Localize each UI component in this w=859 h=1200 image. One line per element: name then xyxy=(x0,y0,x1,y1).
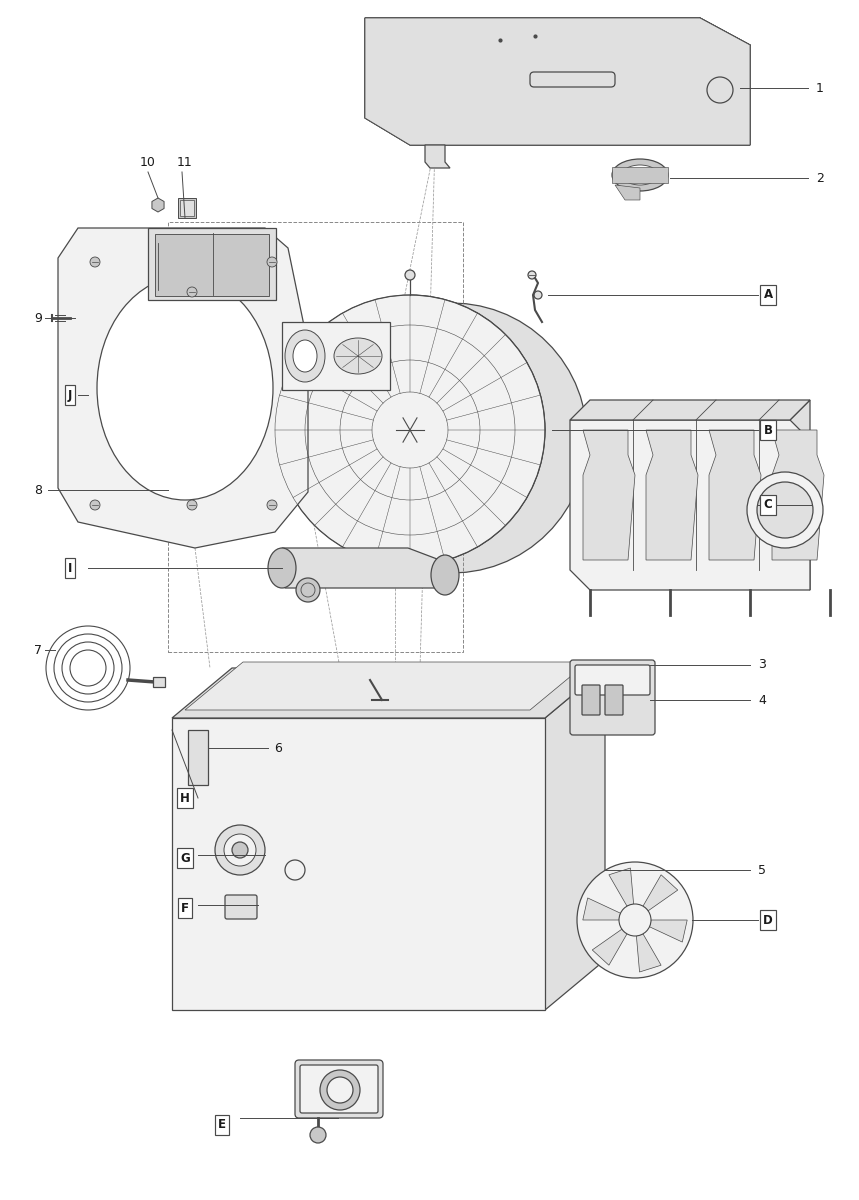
Text: 4: 4 xyxy=(758,694,766,707)
Circle shape xyxy=(267,257,277,266)
Ellipse shape xyxy=(334,338,382,374)
Polygon shape xyxy=(790,400,810,590)
Polygon shape xyxy=(772,430,824,560)
Text: C: C xyxy=(764,498,772,511)
FancyBboxPatch shape xyxy=(300,1066,378,1114)
FancyBboxPatch shape xyxy=(295,1060,383,1118)
Polygon shape xyxy=(185,662,588,710)
Circle shape xyxy=(757,482,813,538)
Polygon shape xyxy=(365,18,750,145)
Circle shape xyxy=(215,826,265,875)
Circle shape xyxy=(232,842,248,858)
Text: F: F xyxy=(181,901,189,914)
Polygon shape xyxy=(410,295,587,572)
Circle shape xyxy=(310,1127,326,1142)
Polygon shape xyxy=(58,228,308,548)
Polygon shape xyxy=(709,430,761,560)
Circle shape xyxy=(747,472,823,548)
Polygon shape xyxy=(570,420,810,590)
Text: 9: 9 xyxy=(34,312,42,324)
Ellipse shape xyxy=(612,158,668,191)
Circle shape xyxy=(320,1070,360,1110)
Circle shape xyxy=(577,862,693,978)
Bar xyxy=(153,677,165,686)
Text: E: E xyxy=(218,1118,226,1132)
Bar xyxy=(148,228,276,300)
Text: D: D xyxy=(763,913,773,926)
Polygon shape xyxy=(649,920,687,942)
Polygon shape xyxy=(609,868,634,906)
Bar xyxy=(188,730,208,785)
Ellipse shape xyxy=(622,164,658,185)
Text: 1: 1 xyxy=(816,82,824,95)
Polygon shape xyxy=(612,167,668,182)
Text: I: I xyxy=(68,562,72,575)
Text: G: G xyxy=(180,852,190,864)
FancyBboxPatch shape xyxy=(582,685,600,715)
Text: 8: 8 xyxy=(34,484,42,497)
Text: J: J xyxy=(68,389,72,402)
Polygon shape xyxy=(172,668,605,718)
Bar xyxy=(282,322,390,390)
Circle shape xyxy=(619,904,651,936)
Ellipse shape xyxy=(285,330,325,382)
Polygon shape xyxy=(643,875,678,911)
Circle shape xyxy=(296,578,320,602)
Polygon shape xyxy=(365,18,750,145)
FancyBboxPatch shape xyxy=(575,665,650,695)
Polygon shape xyxy=(583,430,635,560)
Polygon shape xyxy=(570,400,810,420)
Polygon shape xyxy=(646,430,698,560)
Text: 10: 10 xyxy=(140,156,156,168)
Bar xyxy=(180,200,194,216)
Polygon shape xyxy=(365,18,750,145)
Ellipse shape xyxy=(431,554,459,595)
Circle shape xyxy=(90,257,100,266)
Polygon shape xyxy=(152,198,164,212)
Polygon shape xyxy=(425,145,450,168)
Bar xyxy=(178,198,196,218)
Circle shape xyxy=(528,271,536,278)
Polygon shape xyxy=(282,548,445,588)
Polygon shape xyxy=(172,718,545,1010)
Text: H: H xyxy=(180,792,190,804)
Polygon shape xyxy=(592,929,627,965)
Polygon shape xyxy=(615,185,640,200)
FancyBboxPatch shape xyxy=(225,895,257,919)
Polygon shape xyxy=(582,898,620,920)
Circle shape xyxy=(90,500,100,510)
Text: 7: 7 xyxy=(34,643,42,656)
Text: 11: 11 xyxy=(177,156,193,168)
Ellipse shape xyxy=(97,276,273,500)
Text: 2: 2 xyxy=(816,172,824,185)
Text: 3: 3 xyxy=(758,659,766,672)
Circle shape xyxy=(275,295,545,565)
Polygon shape xyxy=(545,668,605,1010)
Circle shape xyxy=(405,270,415,280)
Circle shape xyxy=(224,834,256,866)
Text: 6: 6 xyxy=(274,742,282,755)
Text: B: B xyxy=(764,424,772,437)
Circle shape xyxy=(327,1078,353,1103)
Bar xyxy=(168,222,463,652)
FancyBboxPatch shape xyxy=(605,685,623,715)
FancyBboxPatch shape xyxy=(570,660,655,734)
Text: 5: 5 xyxy=(758,864,766,876)
Circle shape xyxy=(187,287,197,296)
Polygon shape xyxy=(637,934,661,972)
FancyBboxPatch shape xyxy=(530,72,615,86)
Bar xyxy=(155,234,269,296)
Text: A: A xyxy=(764,288,772,301)
Ellipse shape xyxy=(293,340,317,372)
Circle shape xyxy=(187,500,197,510)
Circle shape xyxy=(534,290,542,299)
Circle shape xyxy=(267,500,277,510)
Ellipse shape xyxy=(268,548,296,588)
